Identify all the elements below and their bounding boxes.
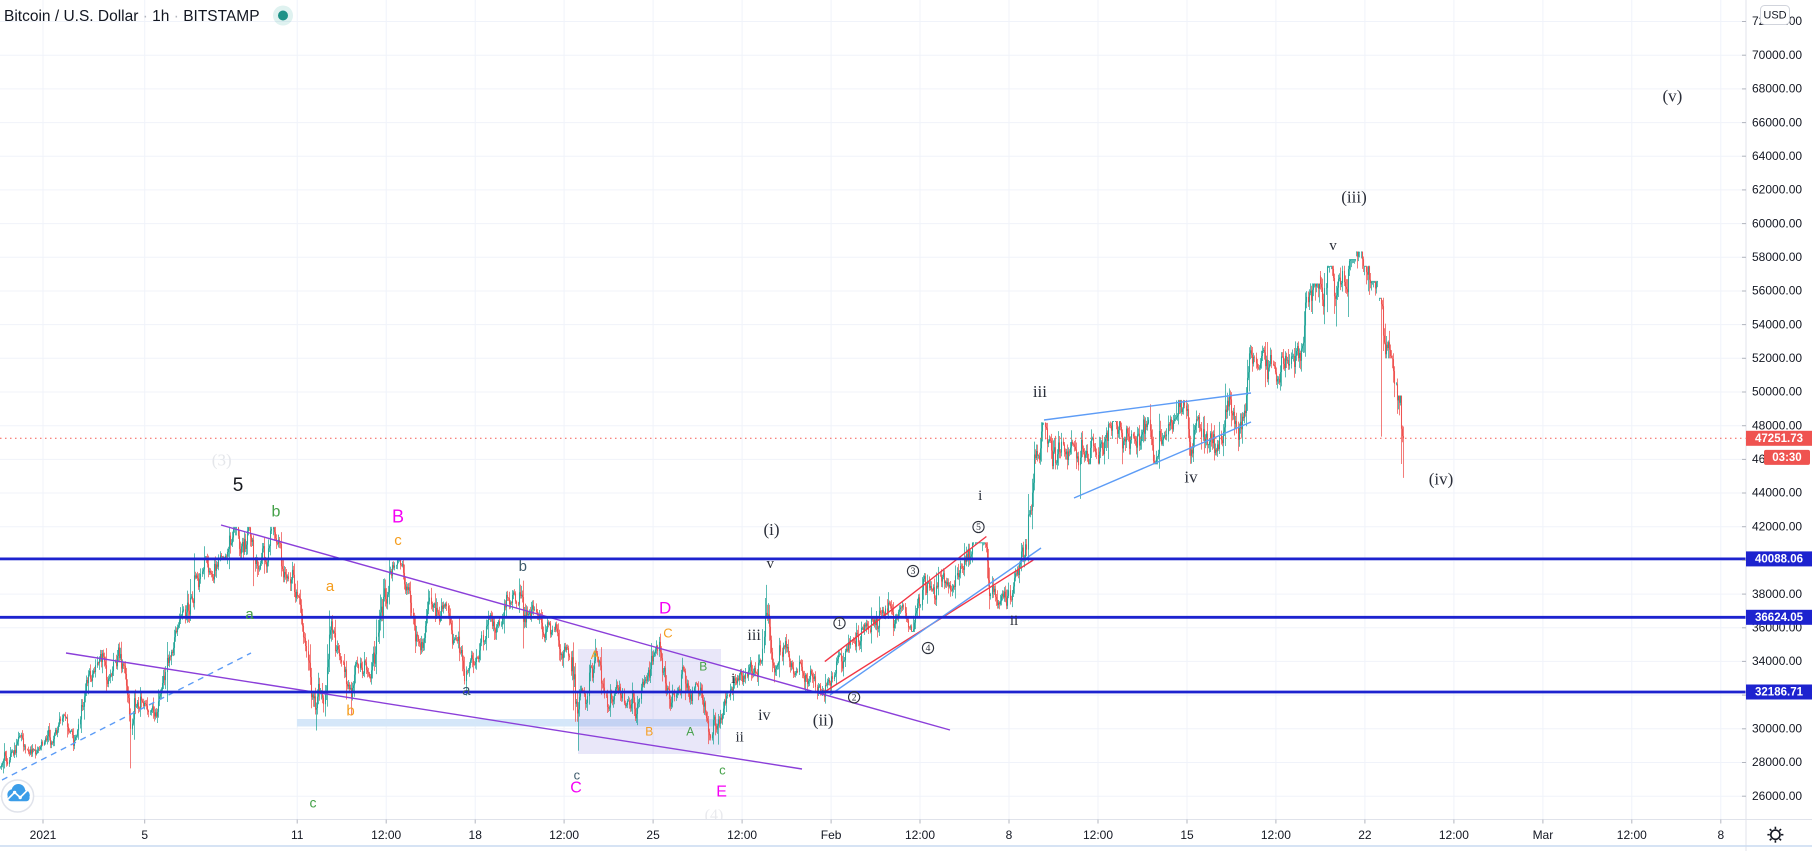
svg-text:C: C: [663, 625, 672, 640]
svg-text:12:00: 12:00: [727, 828, 757, 842]
svg-text:iii: iii: [747, 627, 761, 644]
svg-text:52000.00: 52000.00: [1752, 351, 1802, 365]
svg-text:C: C: [570, 780, 582, 797]
svg-text:b: b: [519, 558, 527, 575]
svg-text:a: a: [245, 606, 254, 623]
svg-text:(v): (v): [1662, 87, 1682, 106]
svg-text:1: 1: [837, 619, 842, 629]
svg-text:B: B: [645, 725, 653, 739]
svg-text:(ii): (ii): [813, 710, 834, 729]
svg-text:A: A: [686, 725, 694, 739]
svg-text:(iv): (iv): [1429, 469, 1454, 488]
svg-text:62000.00: 62000.00: [1752, 183, 1802, 197]
svg-text:66000.00: 66000.00: [1752, 115, 1802, 129]
svg-text:iii: iii: [1033, 382, 1047, 401]
svg-text:42000.00: 42000.00: [1752, 519, 1802, 533]
svg-text:44000.00: 44000.00: [1752, 486, 1802, 500]
svg-text:5: 5: [976, 523, 981, 533]
svg-text:iv: iv: [758, 707, 770, 724]
svg-text:5: 5: [233, 475, 244, 496]
svg-text:Mar: Mar: [1533, 828, 1554, 842]
svg-text:12:00: 12:00: [1083, 828, 1113, 842]
svg-text:b: b: [346, 702, 354, 719]
svg-text:12:00: 12:00: [371, 828, 401, 842]
svg-text:a: a: [326, 578, 335, 595]
svg-text:38000.00: 38000.00: [1752, 587, 1802, 601]
svg-text:26000.00: 26000.00: [1752, 789, 1802, 803]
svg-text:60000.00: 60000.00: [1752, 216, 1802, 230]
svg-text:34000.00: 34000.00: [1752, 654, 1802, 668]
svg-text:25: 25: [646, 828, 660, 842]
svg-text:USD: USD: [1763, 9, 1786, 21]
svg-text:v: v: [1329, 238, 1337, 254]
svg-text:22: 22: [1358, 828, 1372, 842]
svg-text:Feb: Feb: [821, 828, 842, 842]
svg-text:12:00: 12:00: [1617, 828, 1647, 842]
svg-text:8: 8: [1717, 828, 1724, 842]
svg-text:(iii): (iii): [1341, 187, 1367, 206]
svg-text:36624.05: 36624.05: [1755, 612, 1804, 624]
svg-text:12:00: 12:00: [549, 828, 579, 842]
svg-text:47251.73: 47251.73: [1755, 433, 1803, 445]
svg-text:32186.71: 32186.71: [1755, 687, 1804, 699]
svg-text:70000.00: 70000.00: [1752, 48, 1802, 62]
svg-text:D: D: [659, 598, 671, 617]
svg-text:c: c: [310, 795, 317, 811]
svg-text:3: 3: [911, 567, 916, 577]
svg-text:64000.00: 64000.00: [1752, 149, 1802, 163]
svg-text:12:00: 12:00: [1261, 828, 1291, 842]
svg-text:11: 11: [291, 828, 304, 842]
svg-text:56000.00: 56000.00: [1752, 284, 1802, 298]
svg-text:c: c: [394, 532, 402, 549]
svg-text:i: i: [731, 671, 735, 687]
svg-text:a: a: [462, 682, 471, 699]
svg-text:5: 5: [141, 828, 148, 842]
svg-text:i: i: [978, 488, 982, 504]
svg-text:iv: iv: [1184, 467, 1198, 486]
svg-text:48000.00: 48000.00: [1752, 418, 1802, 432]
svg-text:ii: ii: [1010, 613, 1018, 629]
svg-text:c: c: [574, 767, 581, 782]
svg-text:28000.00: 28000.00: [1752, 755, 1802, 769]
svg-text:54000.00: 54000.00: [1752, 317, 1802, 331]
svg-text:4: 4: [926, 644, 931, 654]
svg-text:12:00: 12:00: [1439, 828, 1469, 842]
svg-text:12:00: 12:00: [905, 828, 935, 842]
svg-text:Bitcoin / U.S. Dollar · 1h · B: Bitcoin / U.S. Dollar · 1h · BITSTAMP: [4, 8, 260, 25]
svg-text:30000.00: 30000.00: [1752, 721, 1802, 735]
svg-text:A: A: [591, 648, 599, 662]
svg-text:18: 18: [469, 828, 483, 842]
svg-text:2021: 2021: [30, 828, 57, 842]
svg-text:E: E: [716, 784, 727, 801]
svg-text:(3): (3): [212, 451, 232, 470]
svg-text:v: v: [767, 556, 775, 572]
svg-text:50000.00: 50000.00: [1752, 385, 1802, 399]
svg-text:B: B: [392, 506, 404, 526]
svg-text:03:30: 03:30: [1772, 452, 1801, 464]
svg-text:ii: ii: [736, 730, 744, 746]
svg-text:B: B: [699, 660, 707, 674]
svg-text:15: 15: [1180, 828, 1194, 842]
svg-text:40088.06: 40088.06: [1755, 553, 1803, 565]
svg-text:(i): (i): [763, 520, 779, 539]
svg-text:b: b: [272, 504, 281, 521]
svg-text:68000.00: 68000.00: [1752, 82, 1802, 96]
svg-text:58000.00: 58000.00: [1752, 250, 1802, 264]
svg-text:8: 8: [1006, 828, 1013, 842]
svg-text:2: 2: [852, 693, 857, 703]
svg-text:c: c: [719, 762, 726, 777]
